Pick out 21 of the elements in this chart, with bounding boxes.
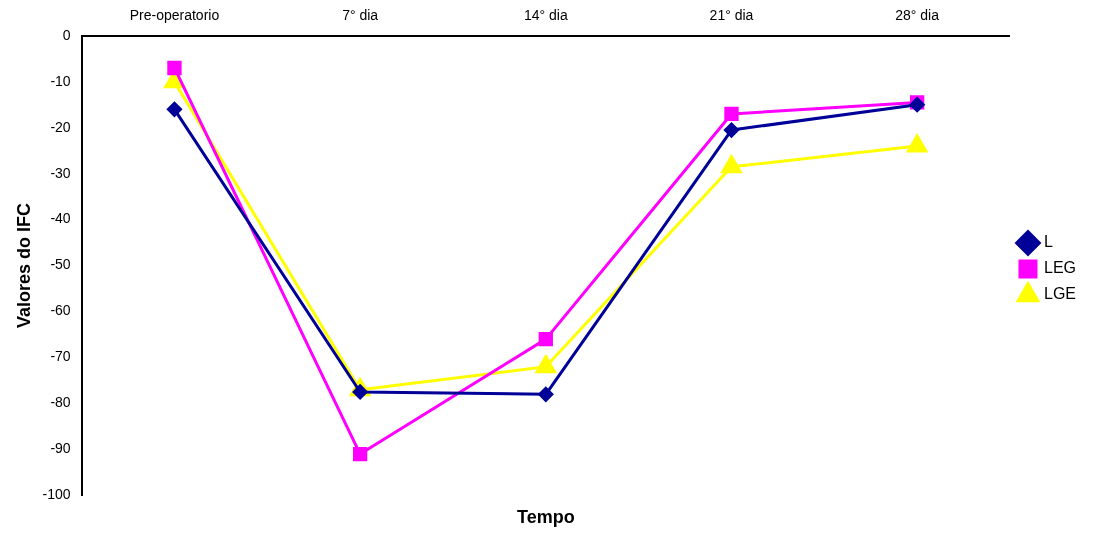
legend-label: LGE — [1043, 285, 1076, 303]
y-tick-label: -70 — [50, 348, 71, 365]
y-tick-label: -100 — [42, 486, 71, 503]
x-axis-title: Tempo — [516, 507, 575, 528]
y-tick-label: -20 — [50, 118, 71, 135]
y-axis-title: Valores do IFC — [13, 203, 34, 329]
legend-label: LEG — [1043, 259, 1076, 277]
x-tick-label: 14° dia — [523, 7, 568, 24]
y-tick-label: -30 — [50, 164, 71, 181]
legend-label: L — [1043, 233, 1053, 251]
y-tick-label: -10 — [50, 72, 71, 89]
y-tick-label: -50 — [50, 256, 71, 273]
x-tick-label: 21° dia — [709, 7, 754, 24]
y-tick-label: -40 — [50, 210, 71, 227]
x-tick-label: 28° dia — [895, 7, 940, 24]
y-tick-label: -90 — [50, 440, 71, 457]
x-tick-label: Pre-operatorio — [129, 7, 220, 24]
y-tick-label: 0 — [62, 26, 71, 43]
y-tick-label: -80 — [50, 394, 71, 411]
x-tick-label: 7° dia — [342, 7, 379, 24]
y-tick-label: -60 — [50, 302, 71, 319]
